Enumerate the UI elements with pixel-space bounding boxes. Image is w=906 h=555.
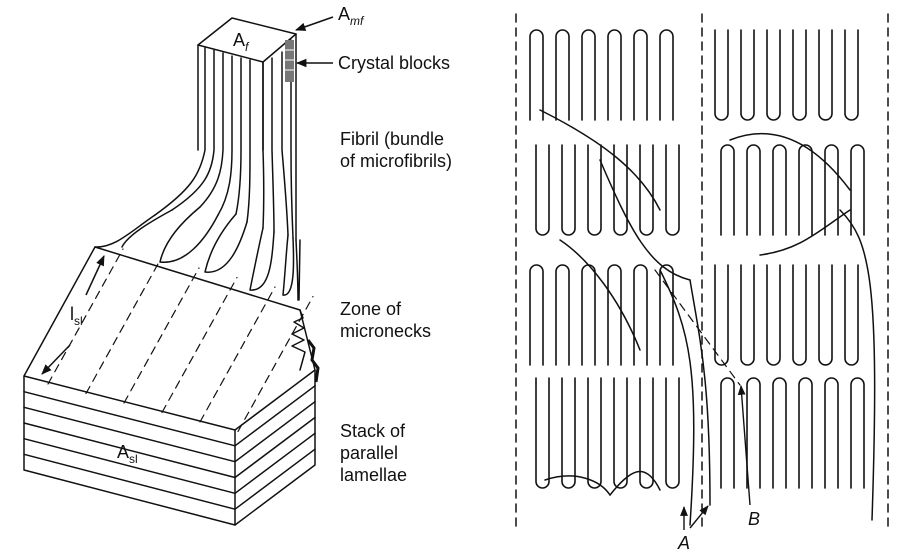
lamella-fold-line — [85, 257, 162, 395]
folded-chain — [639, 377, 654, 489]
folded-chain — [561, 144, 576, 236]
folded-chain — [529, 29, 544, 121]
lamella-layer-line — [23, 432, 316, 495]
folded-chain — [714, 29, 729, 121]
lamella-layer-line — [23, 448, 316, 510]
fold-line-a-b — [654, 269, 741, 386]
folded-chain — [659, 264, 674, 366]
label-a: A — [677, 533, 690, 553]
lamella-length-label: lsl — [70, 304, 83, 328]
fibril-transformation-panel: Af Amf lsl Asl Crystal blocks Fibril (bu… — [23, 4, 452, 526]
folded-chain — [581, 29, 596, 121]
lamella-layer-line — [23, 385, 316, 447]
label-b-arrow — [737, 385, 751, 506]
label-b: B — [748, 509, 760, 529]
folded-chain — [665, 377, 680, 489]
crystal-block-marks — [285, 40, 294, 82]
folded-chain — [555, 264, 570, 366]
lamella-area-label: Asl — [117, 442, 138, 466]
lamella-length-arrow-top — [85, 255, 105, 296]
folded-chain — [824, 144, 839, 236]
lamella-layer-line — [23, 416, 316, 479]
folded-chain — [772, 144, 787, 236]
folded-chain — [720, 144, 735, 236]
folded-chain — [850, 377, 865, 489]
folded-chain — [633, 264, 648, 366]
fibril-area-label: Af — [233, 30, 250, 54]
folded-chain — [746, 144, 761, 236]
folded-chain — [535, 144, 550, 236]
fibril-label: Fibril (bundle of microfibrils) — [340, 129, 452, 171]
folded-chain — [740, 264, 755, 366]
microneck-loops — [94, 206, 299, 301]
label-a-arrow-2 — [689, 505, 709, 529]
folded-chain — [659, 29, 674, 121]
folded-chain — [555, 29, 570, 121]
folded-chain — [633, 29, 648, 121]
folded-chain — [844, 264, 859, 366]
folded-chain — [587, 377, 602, 489]
lamella-length-arrow — [41, 344, 71, 375]
micronecks-label: Zone of micronecks — [340, 299, 431, 341]
crystal-blocks-label: Crystal blocks — [338, 53, 450, 73]
folded-chain — [581, 264, 596, 366]
folded-chain — [798, 377, 813, 489]
folded-chain — [720, 377, 735, 489]
lamella-layer-lines — [23, 385, 316, 510]
microneck-zone-edge — [291, 309, 320, 383]
microfibril-area-label: Amf — [338, 4, 365, 28]
folded-chain — [792, 29, 807, 121]
lamella-fold-line — [199, 286, 276, 423]
folded-chain — [850, 144, 865, 236]
folded-chain — [818, 264, 833, 366]
folded-chain — [613, 377, 628, 489]
folded-chain — [824, 377, 839, 489]
fibril-top — [197, 17, 297, 151]
folded-chain — [561, 377, 576, 489]
folded-chain — [740, 29, 755, 121]
folded-chain — [844, 29, 859, 121]
folded-chain — [798, 144, 813, 236]
lamellae-stack — [23, 369, 316, 526]
folded-chain — [746, 377, 761, 489]
lamella-layer-line — [23, 400, 316, 463]
folded-chain — [607, 264, 622, 366]
microfibril-area-arrow — [295, 16, 334, 31]
lamella-fold-line — [47, 248, 124, 385]
folded-chain-lamellae — [529, 29, 865, 489]
chain-folding-panel: A B — [515, 13, 889, 553]
folded-chain — [766, 29, 781, 121]
folded-chain — [766, 264, 781, 366]
folded-chain — [529, 264, 544, 366]
stack-top-face — [23, 246, 316, 433]
folded-chain — [714, 264, 729, 366]
folded-chain — [587, 144, 602, 236]
stack-label: Stack of parallel lamellae — [340, 421, 410, 485]
folded-chain — [607, 29, 622, 121]
folded-chain — [639, 144, 654, 236]
folded-chain — [792, 264, 807, 366]
lamella-fold-lines — [47, 248, 314, 433]
folded-chain — [613, 144, 628, 236]
folded-chain — [818, 29, 833, 121]
microfibril-strands — [154, 33, 301, 301]
lamella-fold-line — [161, 276, 238, 414]
folded-chain — [772, 377, 787, 489]
lamella-fold-line — [123, 267, 200, 404]
folded-chain — [665, 144, 680, 236]
folded-chain — [535, 377, 550, 489]
tie-molecules — [539, 109, 876, 526]
